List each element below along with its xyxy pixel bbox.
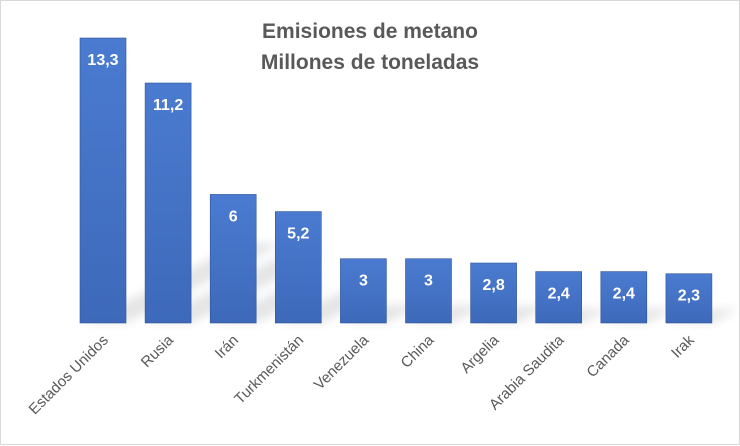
category-label: Irán <box>212 332 242 362</box>
bar <box>209 194 257 324</box>
category-label: Rusia <box>138 331 178 371</box>
data-label: 2,4 <box>613 286 635 303</box>
data-label: 2,8 <box>482 277 504 294</box>
category-label: Canada <box>583 331 633 381</box>
data-label: 11,2 <box>153 97 183 114</box>
bar <box>144 82 192 324</box>
bar <box>274 211 322 324</box>
category-label: China <box>398 331 438 371</box>
data-label: 2,4 <box>548 286 570 303</box>
data-label: 5,2 <box>287 226 309 243</box>
category-label: Turkmenistán <box>231 332 307 408</box>
bars-group <box>79 37 713 324</box>
category-label: Estados Unidos <box>26 332 112 418</box>
data-label: 3 <box>424 273 433 290</box>
data-label: 13,3 <box>87 52 118 69</box>
bar <box>665 273 713 324</box>
bar <box>600 271 648 324</box>
category-label: Venezuela <box>311 331 373 393</box>
chart-title: Emisiones de metano <box>262 20 478 43</box>
data-label: 3 <box>359 273 368 290</box>
bar <box>79 37 127 324</box>
bar <box>470 262 517 324</box>
bar <box>405 258 452 324</box>
chart-subtitle: Millones de toneladas <box>261 51 479 74</box>
data-label: 6 <box>229 208 238 225</box>
data-labels-group: 13,3 11,2 6 5,2 3 3 2,8 2,4 2,4 2,3 <box>87 52 700 305</box>
data-label: 2,3 <box>678 288 700 305</box>
bar <box>340 258 387 324</box>
category-label: Argelia <box>457 331 503 377</box>
bar <box>535 271 583 324</box>
category-label: Irak <box>668 331 698 361</box>
